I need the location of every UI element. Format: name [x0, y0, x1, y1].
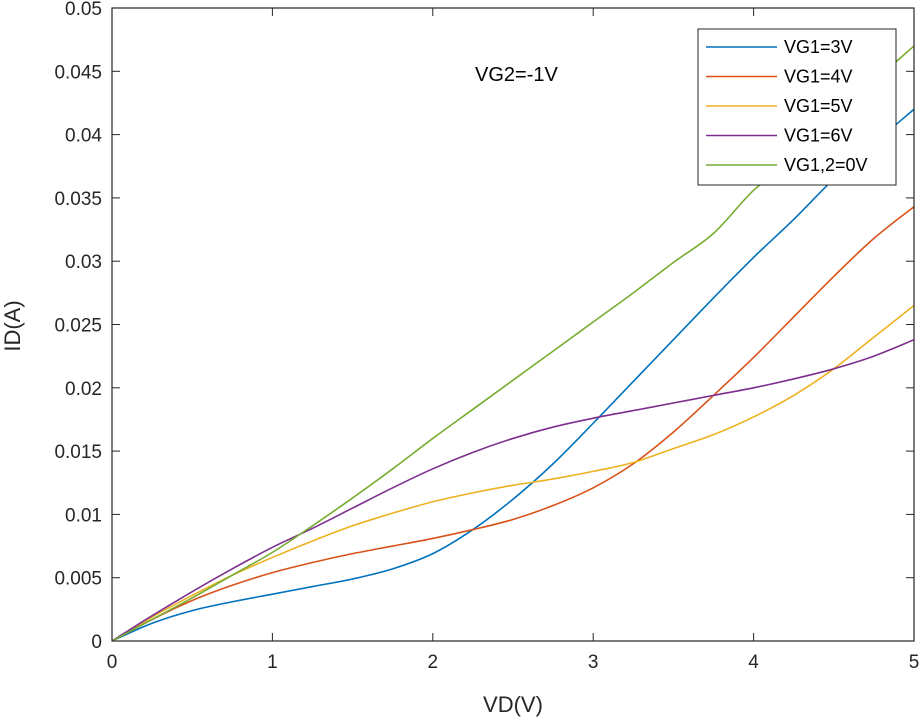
- y-tick-label: 0.04: [65, 126, 102, 147]
- x-tick-label: 1: [267, 652, 278, 673]
- y-tick-label: 0.015: [54, 442, 102, 463]
- legend-label: VG1=6V: [784, 126, 853, 146]
- series-lines: [112, 45, 914, 641]
- x-axis-title: VD(V): [483, 692, 543, 717]
- annotation-vg2: VG2=-1V: [475, 64, 558, 86]
- y-tick-label: 0.05: [65, 0, 102, 20]
- x-tick-label: 4: [748, 652, 759, 673]
- legend-box: [697, 28, 897, 186]
- y-tick-label: 0.02: [65, 379, 102, 400]
- x-tick-label: 0: [107, 652, 118, 673]
- y-tick-label: 0.01: [65, 505, 102, 526]
- y-tick-label: 0.025: [54, 316, 102, 337]
- series-line-1: [112, 108, 914, 641]
- x-tick-label: 3: [588, 652, 599, 673]
- legend-label: VG1,2=0V: [784, 155, 868, 175]
- y-tick-label: 0.035: [54, 189, 102, 210]
- x-tick-labels: 0 1 2 3 4 5: [107, 652, 920, 673]
- y-axis-title: ID(A): [0, 300, 25, 351]
- series-line-3: [112, 304, 914, 641]
- y-tick-label: 0.03: [65, 252, 102, 273]
- legend-label: VG1=4V: [784, 67, 853, 87]
- legend-label: VG1=3V: [784, 37, 853, 57]
- x-tick-label: 2: [428, 652, 439, 673]
- x-tick-label: 5: [909, 652, 920, 673]
- legend: VG1=3V VG1=4V VG1=5V VG1=6V VG1,2=0V: [697, 28, 897, 186]
- y-tick-label: 0.045: [54, 62, 102, 83]
- y-tick-label: 0.005: [54, 569, 102, 590]
- series-line-4: [112, 338, 914, 641]
- y-tick-labels: 0 0.005 0.01 0.015 0.02 0.025 0.03 0.035 0.04 0.0…: [54, 0, 102, 653]
- legend-label: VG1=5V: [784, 96, 853, 116]
- series-line-2: [112, 206, 914, 641]
- plot-area-frame: [111, 7, 915, 642]
- y-tick-label: 0: [91, 632, 102, 653]
